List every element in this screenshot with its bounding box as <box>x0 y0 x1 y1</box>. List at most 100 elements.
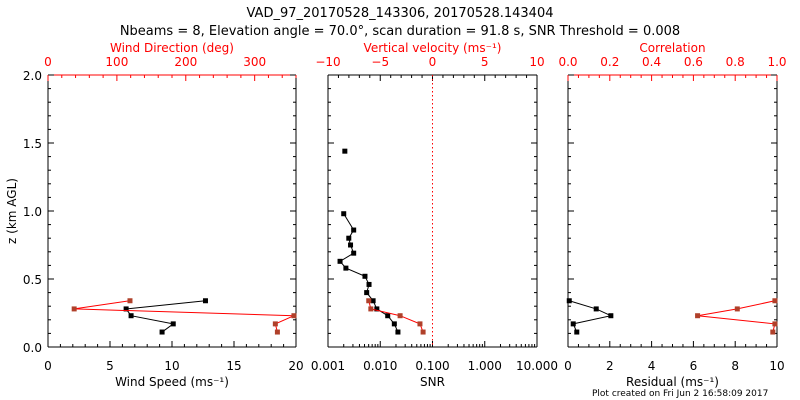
series-wind-direction <box>71 298 297 335</box>
plot-footer: Plot created on Fri Jun 2 16:58:09 2017 <box>592 389 768 399</box>
x-tick-label: 20 <box>288 359 303 373</box>
x-tick-label: 2 <box>606 359 614 373</box>
data-point <box>374 306 380 312</box>
x-tick-label: 10 <box>164 359 179 373</box>
data-point <box>417 321 423 327</box>
x-tick-label: 5 <box>106 359 114 373</box>
data-point <box>362 273 368 279</box>
panel-2: 0.001 0.010 0.100 1.000 10.000 SNR −10 −5 0 5 10 Ve… <box>311 41 558 389</box>
series-line <box>125 300 206 333</box>
data-point <box>274 329 280 335</box>
data-point <box>351 250 357 256</box>
series-vertical-velocity <box>366 298 426 335</box>
data-point <box>574 329 580 335</box>
x-tick-label: 0.001 <box>311 359 345 373</box>
top-axis-label: Vertical velocity (ms⁻¹) <box>364 41 502 55</box>
data-point <box>734 306 740 312</box>
x-tick-label: 1.000 <box>468 359 502 373</box>
series-line <box>697 300 776 333</box>
x-tick-label: 0.100 <box>415 359 449 373</box>
data-point <box>593 306 599 312</box>
data-point <box>366 298 372 304</box>
data-point <box>348 242 354 248</box>
top-tick-label: 0 <box>44 55 52 69</box>
top-tick-label: −5 <box>371 55 389 69</box>
data-point <box>272 321 278 327</box>
data-point <box>772 298 778 304</box>
top-tick-label: 300 <box>243 55 266 69</box>
data-point <box>123 306 129 312</box>
data-point <box>570 321 576 327</box>
data-point <box>420 329 426 335</box>
data-point <box>128 313 134 319</box>
top-axis-label: Wind Direction (deg) <box>110 41 234 55</box>
data-point <box>385 313 391 319</box>
top-tick-label: 100 <box>105 55 128 69</box>
x-axis-label: Residual (ms⁻¹) <box>626 375 719 389</box>
top-tick-label: 0.4 <box>642 55 661 69</box>
data-point <box>608 313 614 319</box>
data-point <box>341 211 347 217</box>
data-point <box>202 298 208 304</box>
y-tick-label: 0.5 <box>23 273 42 287</box>
x-tick-label: 15 <box>226 359 241 373</box>
data-point <box>395 329 401 335</box>
figure-subtitle: Nbeams = 8, Elevation angle = 70.0°, sca… <box>120 24 680 39</box>
data-point <box>566 298 572 304</box>
data-point <box>391 321 397 327</box>
data-point <box>397 313 403 319</box>
figure-title: VAD_97_20170528_143306, 20170528.143404 <box>247 6 554 21</box>
top-tick-label: 0 <box>429 55 437 69</box>
top-axis-label: Correlation <box>639 41 705 55</box>
top-tick-label: 10 <box>529 55 544 69</box>
top-tick-label: 5 <box>481 55 489 69</box>
series-wind-speed <box>123 298 208 335</box>
data-point <box>770 329 776 335</box>
data-point <box>368 306 374 312</box>
top-tick-label: 0.6 <box>684 55 703 69</box>
x-tick-label: 10 <box>769 359 784 373</box>
data-point <box>71 306 77 312</box>
data-point <box>351 227 357 233</box>
y-tick-label: 2.0 <box>23 69 42 83</box>
data-point <box>337 258 343 264</box>
y-tick-label: 1.5 <box>23 137 42 151</box>
data-point <box>695 313 701 319</box>
series-correlation <box>695 298 778 335</box>
data-point <box>772 321 778 327</box>
data-point <box>366 281 372 287</box>
data-point <box>370 298 376 304</box>
top-tick-label: 0.2 <box>600 55 619 69</box>
top-tick-label: 1.0 <box>767 55 786 69</box>
series-residual <box>566 298 614 335</box>
series-snr <box>337 148 401 335</box>
x-tick-label: 10.000 <box>516 359 558 373</box>
data-point <box>364 290 370 296</box>
x-tick-label: 0 <box>44 359 52 373</box>
y-tick-label: 1.0 <box>23 205 42 219</box>
data-point <box>159 329 165 335</box>
data-point <box>170 321 176 327</box>
y-axis-label: z (km AGL) <box>5 178 19 244</box>
top-tick-label: 200 <box>174 55 197 69</box>
series-line <box>569 300 613 333</box>
data-point <box>343 265 349 271</box>
data-point <box>291 313 297 319</box>
x-tick-label: 4 <box>648 359 656 373</box>
x-tick-label: 8 <box>731 359 739 373</box>
x-tick-label: 6 <box>690 359 698 373</box>
data-point <box>346 235 352 241</box>
x-tick-label: 0.010 <box>363 359 397 373</box>
top-tick-label: 0.8 <box>726 55 745 69</box>
x-tick-label: 0 <box>564 359 572 373</box>
series-line <box>74 300 295 333</box>
top-tick-label: −10 <box>315 55 340 69</box>
top-tick-label: 0.0 <box>558 55 577 69</box>
x-axis-label: Wind Speed (ms⁻¹) <box>115 375 229 389</box>
y-tick-label: 0.0 <box>23 341 42 355</box>
data-point <box>342 148 348 154</box>
data-point <box>127 298 133 304</box>
x-axis-label: SNR <box>420 375 445 389</box>
